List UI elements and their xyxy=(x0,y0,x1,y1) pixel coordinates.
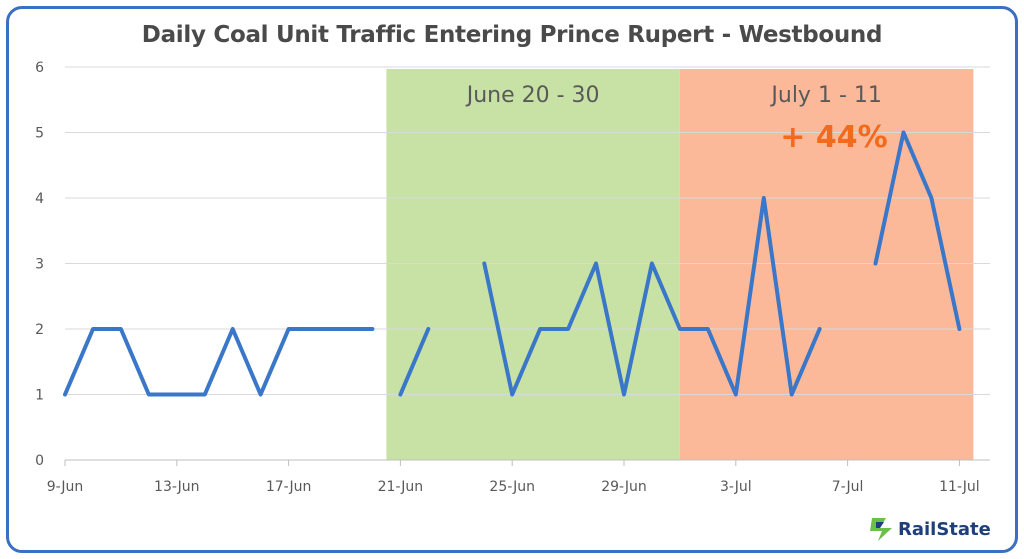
series-line-segment xyxy=(482,196,822,397)
y-tick-label: 1 xyxy=(35,388,44,404)
x-tick-label: 7-Jul xyxy=(832,479,864,495)
series-line-segment xyxy=(398,327,431,397)
x-axis-ticks: 9-Jun 13-Jun 17-Jun 21-Jun 25-Jun 29-Jun 3-Jul… xyxy=(47,460,980,495)
railstate-logo-icon xyxy=(870,518,892,541)
y-tick-label: 0 xyxy=(35,453,44,469)
brand-name: RailState xyxy=(898,518,991,540)
railstate-logo: RailState xyxy=(868,514,991,544)
series-line-segment xyxy=(873,130,962,331)
y-tick-label: 6 xyxy=(35,60,44,76)
y-tick-label: 5 xyxy=(35,126,44,142)
region-label: June 20 - 30 xyxy=(465,83,600,108)
y-tick-label: 4 xyxy=(35,191,44,207)
series-lines xyxy=(63,130,962,397)
region-label: July 1 - 11 xyxy=(769,83,881,108)
series-line-segment xyxy=(63,327,375,397)
gridlines xyxy=(65,66,990,461)
y-tick-label: 2 xyxy=(35,322,44,338)
region-labels: June 20 - 30 July 1 - 11 + 44% xyxy=(465,83,888,155)
region-band-1 xyxy=(386,69,680,460)
x-tick-label: 25-Jun xyxy=(489,479,535,495)
region-annotation: + 44% xyxy=(780,120,887,155)
x-tick-label: 9-Jun xyxy=(47,479,84,495)
x-tick-label: 29-Jun xyxy=(601,479,647,495)
x-tick-label: 21-Jun xyxy=(378,479,424,495)
x-tick-label: 17-Jun xyxy=(266,479,312,495)
chart-title: Daily Coal Unit Traffic Entering Prince … xyxy=(141,22,883,48)
x-tick-label: 13-Jun xyxy=(154,479,200,495)
y-tick-label: 3 xyxy=(35,257,44,273)
x-tick-label: 3-Jul xyxy=(720,479,752,495)
x-tick-label: 11-Jul xyxy=(939,479,980,495)
y-axis-ticks: 0 1 2 3 4 5 6 xyxy=(35,60,44,469)
